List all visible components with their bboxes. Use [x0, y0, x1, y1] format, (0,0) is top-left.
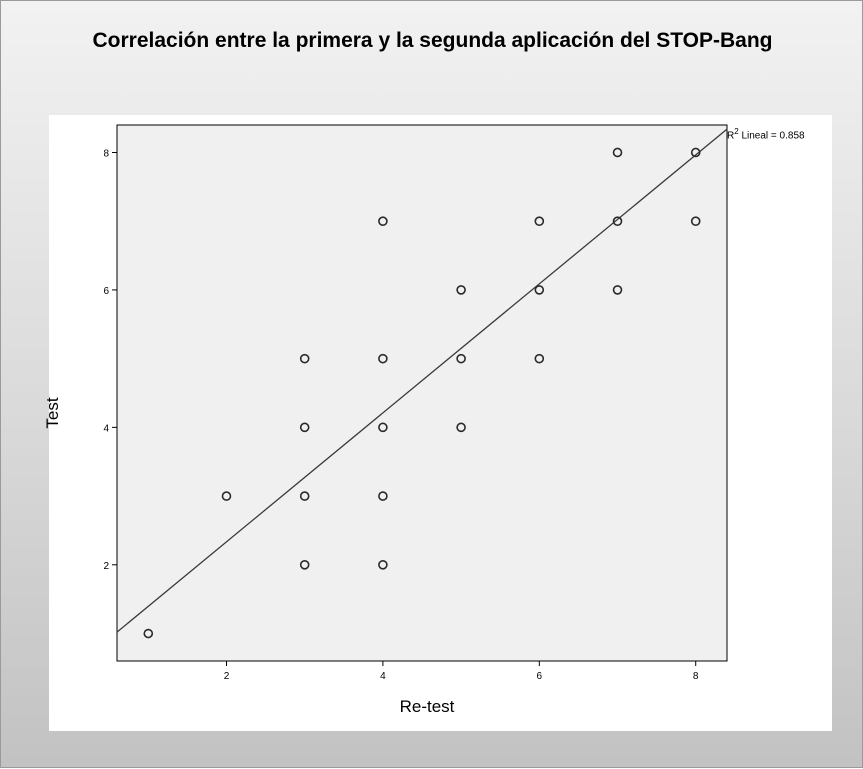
- data-point: [534, 285, 545, 295]
- data-point: [299, 353, 310, 364]
- fit-label-exponent: 2: [734, 127, 739, 136]
- data-point: [378, 353, 388, 364]
- chart-title: Correlación entre la primera y la segund…: [92, 29, 773, 52]
- x-tick-label: 8: [693, 671, 699, 682]
- data-point: [299, 491, 310, 501]
- fit-label-prefix: R: [727, 130, 735, 142]
- y-axis-label: Test: [43, 397, 62, 429]
- data-point: [299, 422, 310, 433]
- data-point: [378, 422, 388, 433]
- data-point: [299, 559, 310, 570]
- data-point: [534, 216, 545, 227]
- data-point: [378, 216, 388, 227]
- data-point: [534, 353, 545, 364]
- data-point: [143, 628, 154, 639]
- y-tick-label: 8: [103, 148, 109, 159]
- fit-label-suffix: Lineal = 0.858: [738, 130, 805, 142]
- fit-line: [116, 128, 728, 633]
- plot-area: [116, 124, 728, 662]
- data-point: [456, 422, 466, 433]
- data-point: [456, 285, 466, 295]
- data-point: [612, 216, 623, 227]
- data-point: [456, 353, 466, 364]
- y-tick-label: 4: [103, 423, 109, 434]
- x-tick-label: 2: [224, 671, 230, 682]
- data-point: [221, 491, 232, 501]
- data-point: [690, 147, 701, 158]
- data-point: [378, 559, 388, 570]
- fit-line-label: R2 Lineal = 0.858: [727, 127, 805, 141]
- x-tick-label: 6: [537, 671, 543, 682]
- data-point: [612, 285, 623, 295]
- data-point: [690, 216, 701, 227]
- data-point: [378, 491, 388, 501]
- y-tick-label: 6: [103, 286, 109, 297]
- data-point: [612, 147, 623, 158]
- x-tick-label: 4: [380, 671, 386, 682]
- y-tick-label: 2: [103, 561, 109, 572]
- x-axis-label: Re-test: [399, 697, 455, 716]
